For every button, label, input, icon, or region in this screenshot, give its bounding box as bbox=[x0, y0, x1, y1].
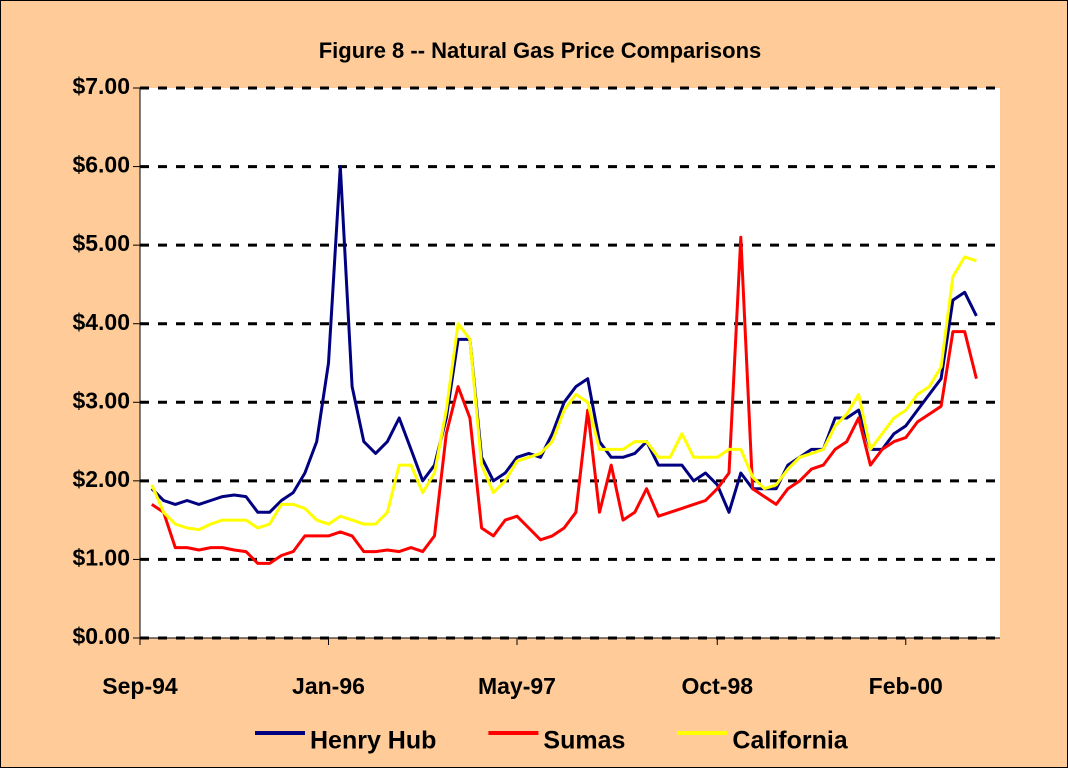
legend-label: California bbox=[732, 727, 848, 755]
x-tick-label: Sep-94 bbox=[102, 673, 178, 699]
y-tick-label: $6.00 bbox=[72, 152, 130, 178]
plot-area bbox=[140, 88, 1000, 638]
y-tick-label: $0.00 bbox=[72, 623, 130, 649]
legend-label: Henry Hub bbox=[310, 727, 436, 755]
y-tick-label: $7.00 bbox=[72, 73, 130, 99]
x-tick-label: Feb-00 bbox=[869, 673, 943, 699]
y-tick-label: $4.00 bbox=[72, 309, 130, 335]
x-tick-label: Jan-96 bbox=[292, 673, 365, 699]
y-tick-label: $3.00 bbox=[72, 387, 130, 413]
series-line bbox=[150, 235, 978, 565]
legend-label: Sumas bbox=[543, 727, 625, 755]
chart-title: Figure 8 -- Natural Gas Price Comparison… bbox=[319, 38, 762, 63]
y-tick-label: $5.00 bbox=[72, 230, 130, 256]
x-tick-label: Oct-98 bbox=[681, 673, 753, 699]
y-tick-label: $2.00 bbox=[72, 466, 130, 492]
series-line bbox=[150, 255, 977, 532]
y-tick-label: $1.00 bbox=[72, 545, 130, 571]
x-tick-label: May-97 bbox=[478, 673, 556, 699]
series-line bbox=[150, 165, 978, 514]
